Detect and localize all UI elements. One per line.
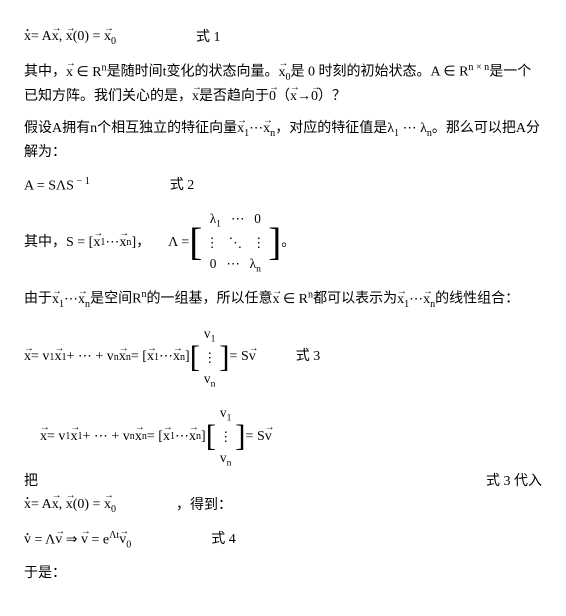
- bracket-right-icon: ]: [235, 423, 245, 451]
- bracket-left-icon: [: [190, 344, 200, 372]
- xvec-icon: x: [423, 289, 430, 311]
- xvec-icon: x: [93, 232, 100, 254]
- paragraph-5: x = v1x1 + ⋯ + vnxn = [x1⋯xn] [ v1 ⋮ vn …: [24, 402, 542, 518]
- vdot-icon: v: [24, 529, 31, 551]
- xvec-icon: x: [237, 118, 244, 140]
- zerovec-icon: 0: [311, 86, 318, 108]
- xvec-icon: x: [24, 346, 31, 368]
- eq4-tag: 式 4: [211, 529, 236, 551]
- xvec-icon: x: [52, 494, 59, 516]
- zerovec-icon: 0: [269, 86, 276, 108]
- bracket-left-icon: [: [206, 423, 216, 451]
- xvec-icon: x: [147, 346, 154, 368]
- xvec-icon: x: [104, 26, 111, 48]
- xvec-icon: x: [66, 494, 73, 516]
- xvec-icon: x: [278, 62, 285, 84]
- eq1-math: x= Ax, x(0) = x0: [24, 26, 116, 50]
- xvec-icon: x: [192, 86, 199, 108]
- xvec-icon: x: [40, 426, 47, 448]
- equation-2: A = SΛS − 1 式 2: [24, 174, 542, 198]
- lambda-matrix: [ λ1⋯0 ⋮⋱⋮ 0⋯λn ]: [189, 208, 281, 277]
- paragraph-6: 于是：: [24, 563, 542, 585]
- xvec-icon: x: [119, 346, 126, 368]
- eq3-math: x = v1x1 + ⋯ + vnxn = [x1⋯xn] [ v1 ⋮ vn …: [24, 323, 256, 392]
- xvec-icon: x: [290, 86, 297, 108]
- xvec-icon: x: [272, 289, 279, 311]
- xvec-icon: x: [78, 289, 85, 311]
- xdot-icon: x: [24, 494, 31, 516]
- eq1-repeat: x= Ax, x(0) = x0: [24, 494, 116, 518]
- paragraph-4: 由于x1⋯xn是空间Rn的一组基，所以任意x ∈ Rn都可以表示为x1⋯xn的线…: [24, 287, 542, 313]
- equation-1: x= Ax, x(0) = x0 式 1: [24, 26, 542, 50]
- xvec-icon: x: [173, 346, 180, 368]
- eq1-tag: 式 1: [196, 27, 221, 49]
- paragraph-1: 其中，x ∈ Rn是随时间t变化的状态向量。x0是 0 时刻的初始状态。A ∈ …: [24, 60, 542, 108]
- eq3-tag: 式 3: [296, 346, 321, 368]
- xvec-icon: x: [119, 232, 126, 254]
- v-vector: [ v1 ⋮ vn ]: [190, 323, 230, 392]
- eq2-tag: 式 2: [170, 175, 195, 197]
- xvec-icon: x: [54, 346, 61, 368]
- xvec-icon: x: [52, 289, 59, 311]
- xvec-icon: x: [397, 289, 404, 311]
- xvec-icon: x: [163, 426, 170, 448]
- eq3-repeat: x = v1x1 + ⋯ + vnxn = [x1⋯xn] [ v1 ⋮ vn …: [40, 402, 272, 471]
- xvec-icon: x: [52, 26, 59, 48]
- xdot-icon: x: [24, 26, 31, 48]
- bracket-right-icon: ]: [268, 225, 281, 260]
- vvec-icon: v: [81, 529, 88, 551]
- bracket-left-icon: [: [189, 225, 202, 260]
- vvec-icon: v: [265, 426, 272, 448]
- xvec-icon: x: [66, 62, 73, 84]
- eq4-math: v = Λv ⇒ v = eΛtv0: [24, 528, 131, 554]
- paragraph-3: 其中， S = [x1⋯xn] ， Λ = [ λ1⋯0 ⋮⋱⋮ 0⋯λn ] …: [24, 208, 542, 277]
- vvec-icon: v: [119, 529, 126, 551]
- eq2-math: A = SΛS − 1: [24, 174, 90, 198]
- vvec-icon: v: [249, 346, 256, 368]
- xvec-icon: x: [263, 118, 270, 140]
- xvec-icon: x: [135, 426, 142, 448]
- xvec-icon: x: [66, 26, 73, 48]
- xvec-icon: x: [189, 426, 196, 448]
- paragraph-2: 假设A拥有n个相互独立的特征向量x1⋯xn，对应的特征值是λ1 ⋯ λn。那么可…: [24, 118, 542, 164]
- vvec-icon: v: [55, 529, 62, 551]
- eq3-ref: 式 3 代入: [486, 471, 542, 493]
- xvec-icon: x: [70, 426, 77, 448]
- equation-4: v = Λv ⇒ v = eΛtv0 式 4: [24, 528, 542, 554]
- bracket-right-icon: ]: [219, 344, 229, 372]
- xvec-icon: x: [104, 494, 111, 516]
- equation-3: x = v1x1 + ⋯ + vnxn = [x1⋯xn] [ v1 ⋮ vn …: [24, 323, 542, 392]
